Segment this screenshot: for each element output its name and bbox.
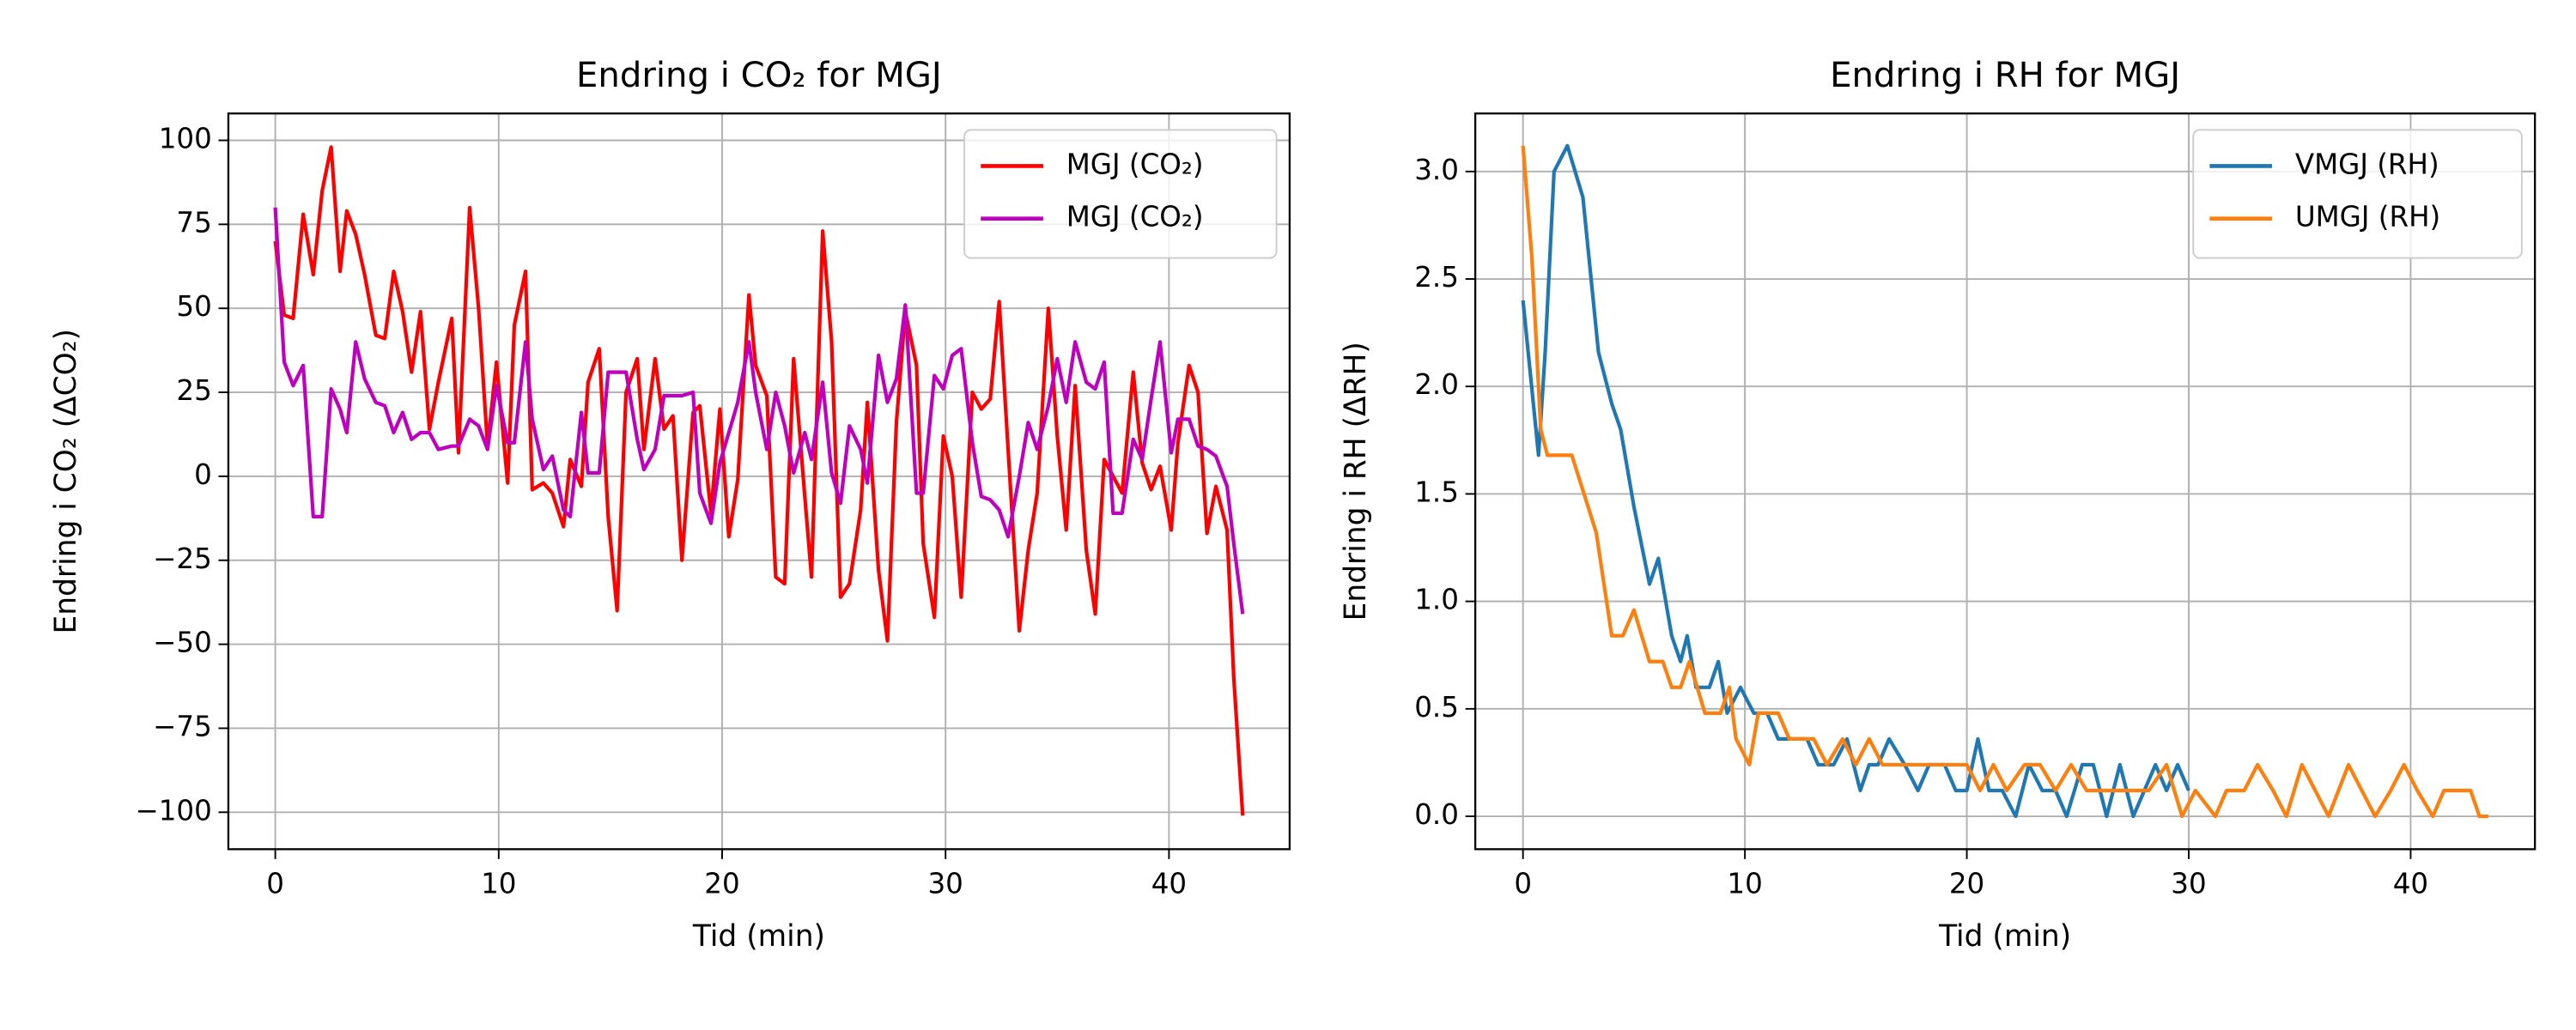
x-tick-label: 40 (1151, 867, 1187, 900)
y-tick-label: −100 (135, 794, 211, 827)
y-tick-label: 1.5 (1414, 476, 1459, 508)
y-tick-label: 2.0 (1414, 368, 1459, 401)
data-line (273, 207, 1245, 615)
legend-label: MGJ (CO₂) (1066, 201, 1204, 233)
legend-label: VMGJ (RH) (2295, 148, 2439, 180)
legend: MGJ (CO₂) MGJ (CO₂) (963, 129, 1278, 259)
x-axis-label: Tid (min) (692, 919, 825, 954)
y-tick-label: −50 (153, 627, 212, 659)
plot-frame (1473, 112, 2537, 851)
x-tick-label: 0 (266, 867, 284, 900)
x-tick-label: 20 (704, 867, 739, 900)
legend-label: MGJ (CO₂) (1066, 148, 1204, 180)
legend-box (963, 129, 1278, 259)
y-tick-label: 25 (176, 374, 211, 407)
data-line (1521, 145, 2488, 819)
chart-panel: 0 10 20 30 40 −100 −75 −50 −25 0 25 50 75 100 Endring … (49, 56, 1291, 954)
x-tick-label: 30 (928, 867, 963, 900)
legend: VMGJ (RH) UMGJ (RH) (2192, 129, 2523, 259)
y-tick-label: 0 (194, 458, 212, 491)
data-line (1521, 143, 2190, 819)
y-tick-label: 50 (176, 290, 211, 323)
y-tick-label: 75 (176, 206, 211, 239)
y-tick-label: 1.0 (1414, 584, 1459, 616)
x-tick-label: 30 (2171, 867, 2206, 900)
x-tick-label: 10 (481, 867, 516, 900)
legend-box (2192, 129, 2523, 259)
x-tick-label: 0 (1514, 867, 1532, 900)
y-tick-label: 2.5 (1414, 261, 1459, 294)
x-axis-label: Tid (min) (1938, 919, 2071, 954)
y-tick-label: 100 (159, 123, 212, 155)
x-tick-label: 10 (1727, 867, 1762, 900)
data-line (273, 145, 1245, 816)
y-tick-label: 0.0 (1414, 798, 1459, 831)
y-tick-label: 3.0 (1414, 154, 1459, 186)
y-tick-label: −25 (153, 542, 212, 575)
y-axis-label: Endring i RH (ΔRH) (1339, 342, 1373, 621)
x-tick-label: 40 (2393, 867, 2428, 900)
y-tick-label: −75 (153, 710, 212, 742)
chart-panel: 0 10 20 30 40 0.0 0.5 1.0 1.5 2.0 2.5 3.0 Endring i … (1339, 56, 2537, 954)
x-tick-label: 20 (1949, 867, 1984, 900)
chart-title: Endring i RH for MGJ (1830, 56, 2180, 95)
y-tick-label: 0.5 (1414, 691, 1459, 724)
chart-title: Endring i CO₂ for MGJ (576, 56, 942, 95)
y-axis-label: Endring i CO₂ (ΔCO₂) (49, 329, 83, 633)
plot-frame (227, 112, 1291, 851)
legend-label: UMGJ (RH) (2295, 201, 2440, 233)
